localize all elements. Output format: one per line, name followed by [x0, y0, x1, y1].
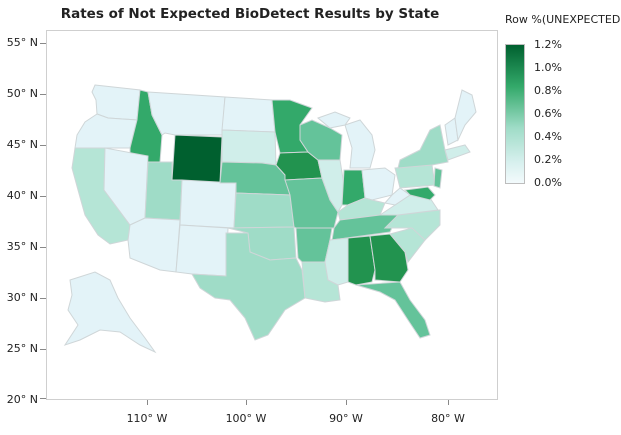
y-tick-mark — [40, 349, 46, 350]
y-tick-mark — [40, 247, 46, 248]
y-tick-mark — [40, 298, 46, 299]
legend-label: 0.2% — [534, 153, 562, 166]
state-maryland[interactable] — [403, 186, 436, 201]
state-florida[interactable] — [355, 281, 431, 339]
y-tick-label: 40° N — [6, 189, 38, 202]
state-oregon[interactable] — [74, 113, 138, 149]
state-wyoming[interactable] — [171, 134, 223, 184]
state-south-dakota[interactable] — [221, 129, 277, 166]
legend-label: 0.8% — [534, 84, 562, 97]
y-tick-label: 50° N — [6, 87, 38, 100]
color-scale-bar — [505, 44, 525, 184]
state-massachusetts-ct-ri[interactable] — [444, 144, 471, 161]
x-tick-label: 90° W — [329, 412, 363, 425]
legend-label: 1.0% — [534, 61, 562, 74]
y-tick-label: 25° N — [6, 342, 38, 355]
state-michigan-upper[interactable] — [317, 111, 351, 129]
state-alaska[interactable] — [63, 271, 157, 354]
y-tick-label: 35° N — [6, 240, 38, 253]
y-tick-label: 55° N — [6, 36, 38, 49]
y-tick-label: 45° N — [6, 138, 38, 151]
x-tick-label: 100° W — [225, 412, 267, 425]
map-title: Rates of Not Expected BioDetect Results … — [60, 6, 440, 22]
state-south-carolina[interactable] — [389, 227, 426, 264]
y-tick-mark — [40, 43, 46, 44]
y-tick-mark — [40, 398, 46, 399]
state-colorado[interactable] — [179, 179, 237, 229]
legend-label: 0.6% — [534, 107, 562, 120]
y-tick-mark — [40, 94, 46, 95]
y-tick-mark — [40, 196, 46, 197]
state-arizona[interactable] — [127, 217, 181, 273]
x-tick-mark — [448, 400, 449, 405]
x-tick-mark — [346, 400, 347, 405]
state-pennsylvania[interactable] — [394, 164, 436, 189]
state-new-jersey[interactable] — [433, 167, 443, 189]
legend-title: Row %(UNEXPECTED) — [505, 13, 621, 26]
state-new-york[interactable] — [397, 124, 449, 169]
state-montana[interactable] — [147, 91, 226, 136]
state-new-mexico[interactable] — [175, 224, 229, 277]
legend-label: 0.0% — [534, 176, 562, 189]
state-maine[interactable] — [454, 89, 477, 142]
state-west-virginia[interactable] — [384, 187, 411, 206]
state-kansas[interactable] — [233, 192, 295, 229]
state-north-dakota[interactable] — [221, 96, 276, 133]
state-illinois[interactable] — [317, 159, 345, 213]
state-texas[interactable] — [191, 232, 306, 341]
y-tick-label: 30° N — [6, 291, 38, 304]
y-tick-mark — [40, 145, 46, 146]
state-ohio[interactable] — [361, 167, 396, 201]
y-tick-label: 20° N — [6, 393, 38, 406]
x-tick-label: 110° W — [126, 412, 168, 425]
state-michigan[interactable] — [344, 119, 376, 169]
legend-label: 1.2% — [534, 38, 562, 51]
state-mississippi[interactable] — [324, 237, 349, 286]
x-tick-label: 80° W — [431, 412, 465, 425]
legend-label: 0.4% — [534, 130, 562, 143]
x-tick-mark — [147, 400, 148, 405]
x-tick-mark — [246, 400, 247, 405]
